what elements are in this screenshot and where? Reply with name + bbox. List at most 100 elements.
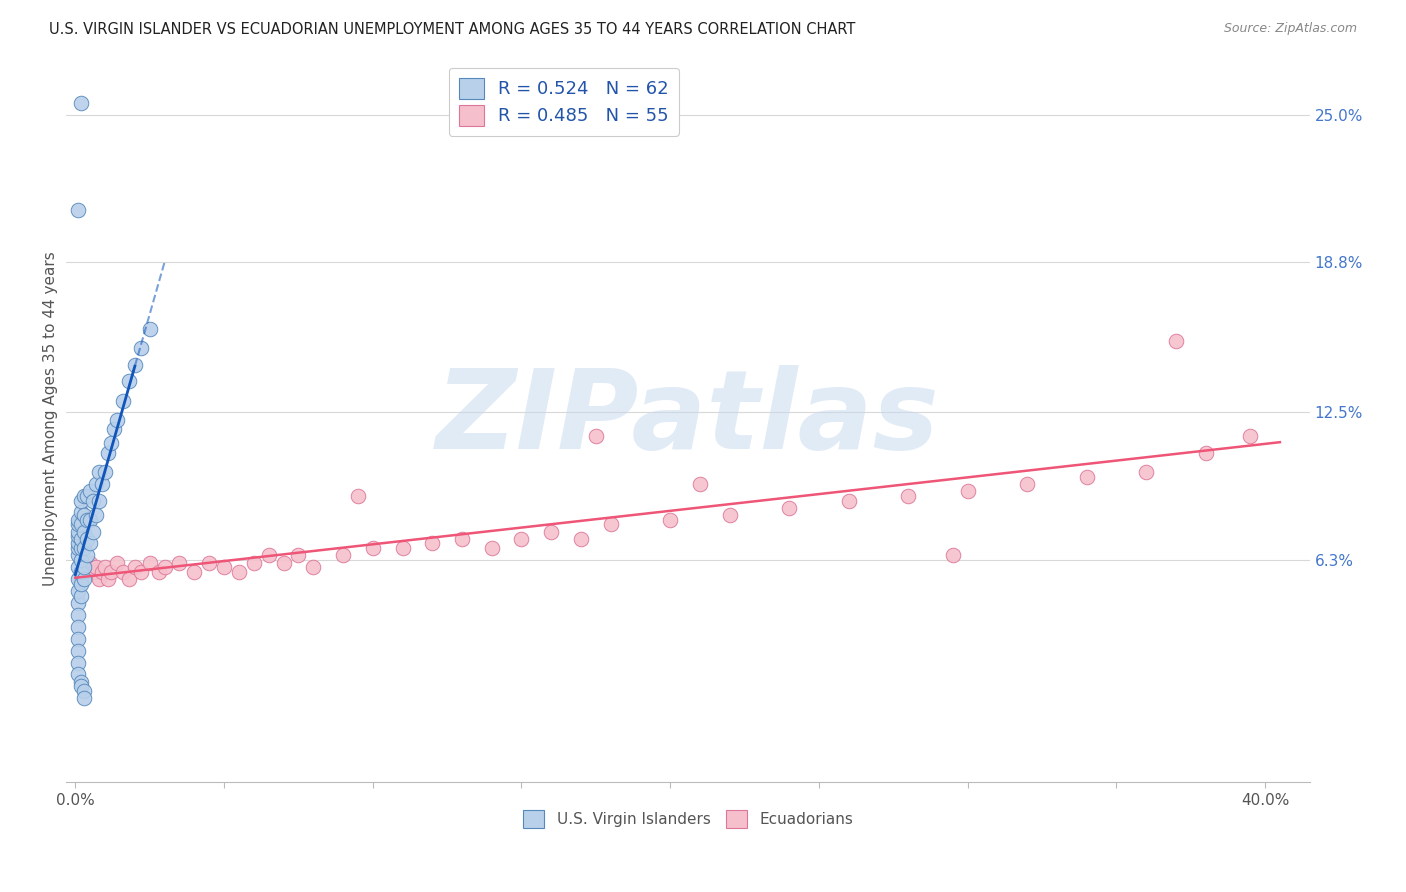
Point <box>79 513 101 527</box>
Point <box>138 556 160 570</box>
Point <box>79 484 101 499</box>
Point <box>105 412 128 426</box>
Point <box>169 556 191 570</box>
Point <box>73 572 96 586</box>
Point <box>67 656 90 670</box>
Point <box>420 536 443 550</box>
Point <box>73 489 96 503</box>
Point <box>718 508 741 522</box>
Point <box>585 429 607 443</box>
Point <box>67 596 90 610</box>
Point <box>79 536 101 550</box>
Point <box>76 532 98 546</box>
Point <box>302 560 325 574</box>
Point <box>70 565 93 579</box>
Point <box>89 572 111 586</box>
Point <box>198 556 221 570</box>
Point <box>76 513 98 527</box>
Point <box>124 358 146 372</box>
Point <box>129 341 152 355</box>
Point <box>361 541 384 556</box>
Point <box>540 524 562 539</box>
Point <box>1194 446 1216 460</box>
Point <box>347 489 370 503</box>
Point <box>153 560 176 574</box>
Point <box>67 620 90 634</box>
Point <box>67 549 90 563</box>
Point <box>70 95 93 110</box>
Point <box>70 674 93 689</box>
Point <box>94 465 117 479</box>
Text: Source: ZipAtlas.com: Source: ZipAtlas.com <box>1223 22 1357 36</box>
Point <box>73 541 96 556</box>
Point <box>67 517 90 532</box>
Point <box>942 549 965 563</box>
Point <box>1239 429 1261 443</box>
Point <box>84 508 107 522</box>
Point <box>838 493 860 508</box>
Point <box>67 529 90 543</box>
Point <box>79 556 101 570</box>
Point <box>124 560 146 574</box>
Point <box>287 549 309 563</box>
Point <box>481 541 503 556</box>
Point <box>67 584 90 599</box>
Point <box>778 500 800 515</box>
Point <box>73 691 96 706</box>
Text: ZIPatlas: ZIPatlas <box>436 365 941 472</box>
Point <box>70 553 93 567</box>
Point <box>391 541 413 556</box>
Point <box>73 565 96 579</box>
Point <box>118 375 141 389</box>
Point <box>67 643 90 657</box>
Point <box>70 532 93 546</box>
Point <box>67 632 90 646</box>
Point <box>897 489 920 503</box>
Point <box>82 493 104 508</box>
Point <box>70 517 93 532</box>
Point <box>73 524 96 539</box>
Point <box>148 565 170 579</box>
Point <box>569 532 592 546</box>
Point <box>257 549 280 563</box>
Text: U.S. VIRGIN ISLANDER VS ECUADORIAN UNEMPLOYMENT AMONG AGES 35 TO 44 YEARS CORREL: U.S. VIRGIN ISLANDER VS ECUADORIAN UNEMP… <box>49 22 856 37</box>
Point <box>82 524 104 539</box>
Point <box>1017 476 1039 491</box>
Point <box>228 565 250 579</box>
Point <box>76 489 98 503</box>
Point <box>67 524 90 539</box>
Point <box>82 565 104 579</box>
Point <box>67 513 90 527</box>
Point <box>67 541 90 556</box>
Point <box>129 565 152 579</box>
Point <box>76 560 98 574</box>
Point <box>70 541 93 556</box>
Point <box>510 532 533 546</box>
Point <box>73 508 96 522</box>
Point <box>73 684 96 698</box>
Point <box>97 572 120 586</box>
Point <box>599 517 621 532</box>
Point <box>70 572 93 586</box>
Point <box>138 322 160 336</box>
Point <box>67 536 90 550</box>
Point <box>91 565 114 579</box>
Point <box>67 607 90 622</box>
Point <box>70 679 93 693</box>
Point <box>105 556 128 570</box>
Point <box>956 484 979 499</box>
Point <box>100 436 122 450</box>
Point <box>70 589 93 603</box>
Point <box>183 565 205 579</box>
Point <box>70 577 93 591</box>
Point <box>84 476 107 491</box>
Point <box>73 560 96 574</box>
Point <box>89 493 111 508</box>
Point <box>111 565 134 579</box>
Point <box>67 202 90 217</box>
Point <box>97 446 120 460</box>
Point <box>67 560 90 574</box>
Point <box>91 476 114 491</box>
Legend: U.S. Virgin Islanders, Ecuadorians: U.S. Virgin Islanders, Ecuadorians <box>515 803 860 836</box>
Point <box>89 465 111 479</box>
